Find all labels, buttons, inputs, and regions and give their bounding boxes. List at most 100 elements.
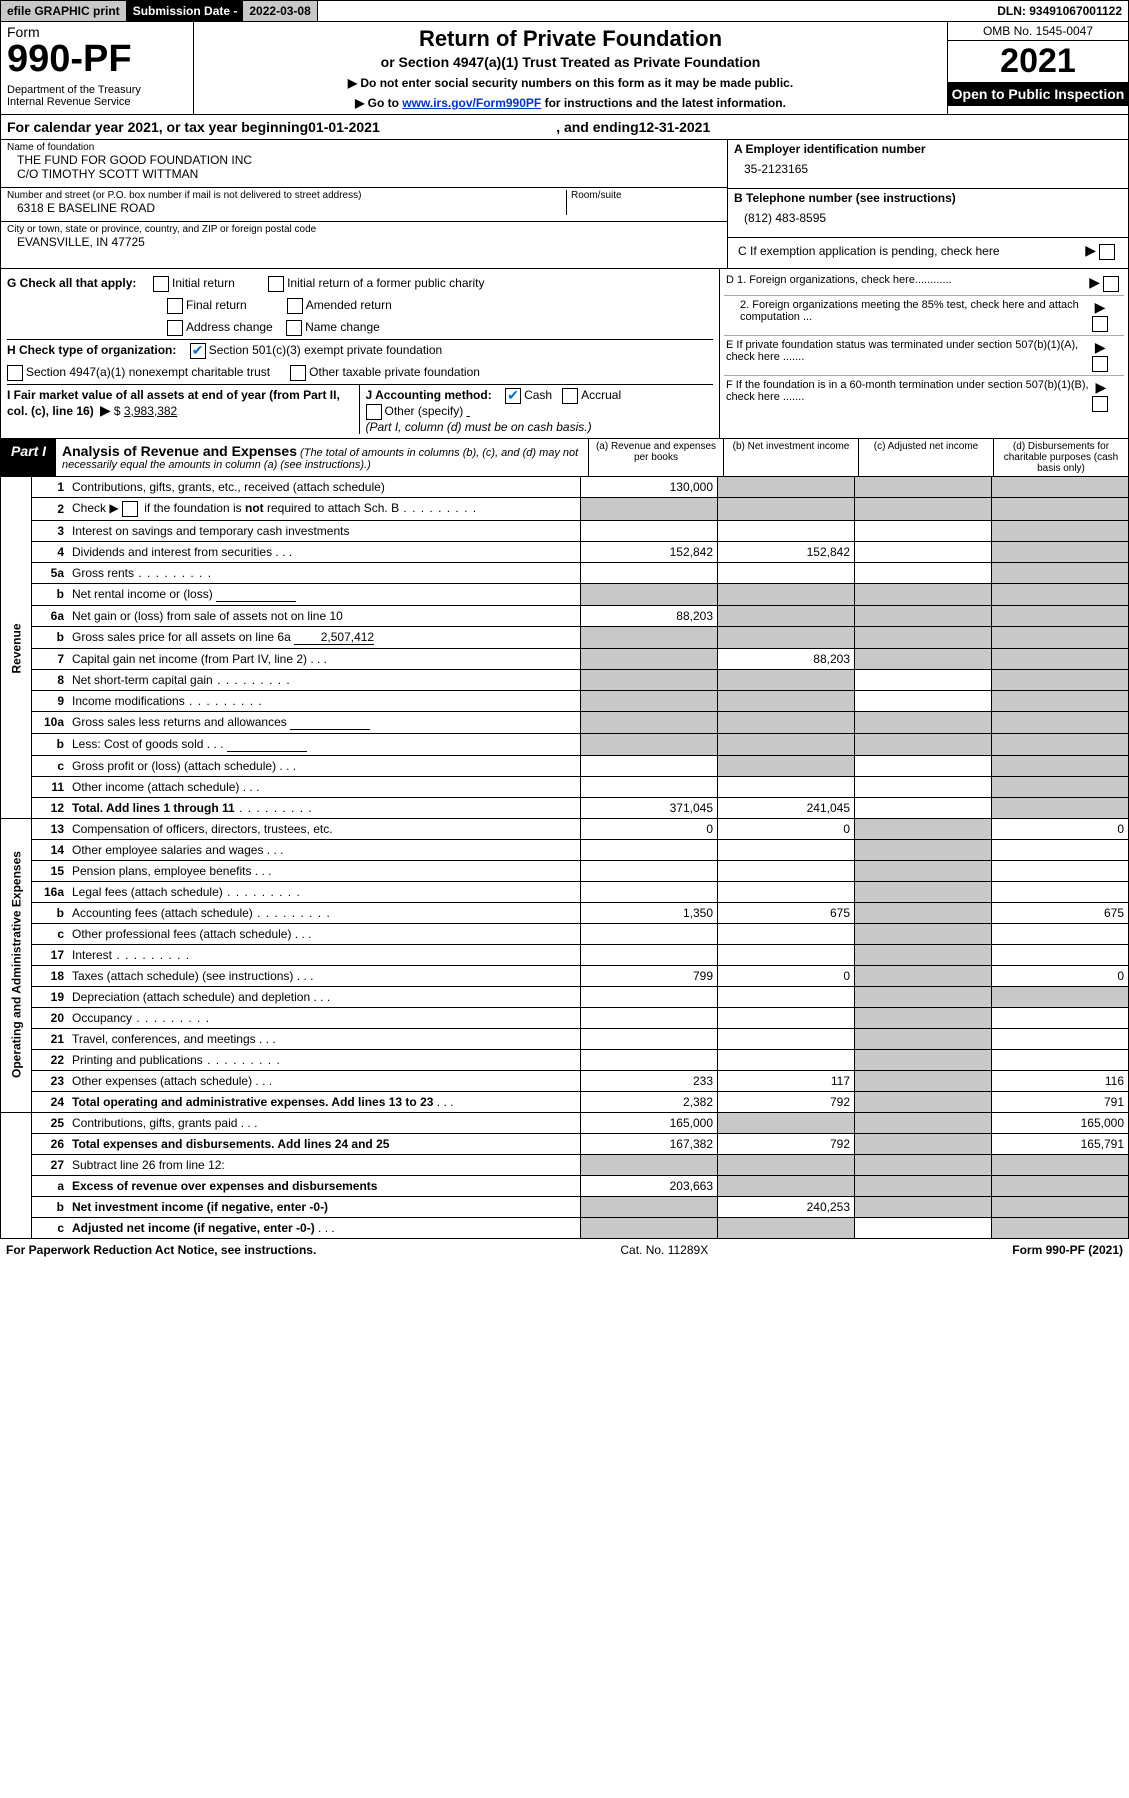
line-27a-desc: Excess of revenue over expenses and disb… (68, 1175, 581, 1196)
line-23-d: 116 (992, 1070, 1129, 1091)
instr-2-pre: ▶ Go to (355, 96, 402, 110)
line-19-desc: Depreciation (attach schedule) and deple… (68, 986, 581, 1007)
identification-block: Name of foundation THE FUND FOR GOOD FOU… (0, 140, 1129, 269)
line-12-a: 371,045 (581, 797, 718, 818)
line-num: 19 (32, 986, 69, 1007)
name-change-checkbox[interactable] (286, 320, 302, 336)
s501-checkbox[interactable] (190, 343, 206, 359)
foundation-name-2: C/O TIMOTHY SCOTT WITTMAN (7, 167, 721, 181)
cal-mid: , and ending (556, 119, 638, 135)
line-6a-a: 88,203 (581, 605, 718, 626)
d2-row: 2. Foreign organizations meeting the 85%… (724, 296, 1124, 336)
name-cell: Name of foundation THE FUND FOR GOOD FOU… (1, 140, 727, 188)
other-taxable-label: Other taxable private foundation (309, 365, 480, 379)
revenue-side-label: Revenue (1, 477, 32, 819)
e-checkbox[interactable] (1092, 356, 1108, 372)
form-subtitle: or Section 4947(a)(1) Trust Treated as P… (200, 54, 941, 70)
line-24-desc: Total operating and administrative expen… (68, 1091, 581, 1112)
d2-checkbox[interactable] (1092, 316, 1108, 332)
pra-notice: For Paperwork Reduction Act Notice, see … (6, 1243, 316, 1257)
foundation-name-1: THE FUND FOR GOOD FOUNDATION INC (7, 153, 721, 167)
cash-checkbox[interactable] (505, 388, 521, 404)
ghij-block: G Check all that apply: Initial return I… (0, 269, 1129, 439)
col-b-header: (b) Net investment income (723, 439, 858, 476)
arrow-icon: ▶ (100, 402, 111, 418)
table-row: 7 Capital gain net income (from Part IV,… (1, 648, 1129, 669)
amended-return-checkbox[interactable] (287, 298, 303, 314)
line-5a-desc: Gross rents (68, 562, 581, 583)
instructions-link[interactable]: www.irs.gov/Form990PF (402, 96, 541, 110)
c-checkbox[interactable] (1099, 244, 1115, 260)
line-num: 1 (32, 477, 69, 498)
phone-cell: B Telephone number (see instructions) (8… (728, 189, 1128, 238)
line-26-b: 792 (718, 1133, 855, 1154)
sch-b-checkbox[interactable] (122, 501, 138, 517)
table-row: 19 Depreciation (attach schedule) and de… (1, 986, 1129, 1007)
room-label: Room/suite (571, 190, 721, 201)
line-26-d: 165,791 (992, 1133, 1129, 1154)
table-row: Revenue 1 Contributions, gifts, grants, … (1, 477, 1129, 498)
table-row: 16a Legal fees (attach schedule) (1, 881, 1129, 902)
line-num: 14 (32, 839, 69, 860)
line-25-d: 165,000 (992, 1112, 1129, 1133)
address-change-label: Address change (186, 320, 273, 334)
h-row-2: Section 4947(a)(1) nonexempt charitable … (7, 362, 713, 385)
line-18-a: 799 (581, 965, 718, 986)
form-number-block: Form 990-PF Department of the Treasury I… (1, 22, 194, 114)
e-row: E If private foundation status was termi… (724, 336, 1124, 376)
e-label: E If private foundation status was termi… (726, 339, 1092, 372)
s4947-label: Section 4947(a)(1) nonexempt charitable … (26, 365, 270, 379)
ein-value: 35-2123165 (734, 156, 1122, 182)
table-row: c Other professional fees (attach schedu… (1, 923, 1129, 944)
line-num: 3 (32, 520, 69, 541)
line-num: c (32, 923, 69, 944)
line-num: 26 (32, 1133, 69, 1154)
accrual-checkbox[interactable] (562, 388, 578, 404)
dln-value: DLN: 93491067001122 (991, 1, 1128, 21)
efile-print-button[interactable]: efile GRAPHIC print (1, 1, 127, 21)
line-num: b (32, 583, 69, 605)
line-10b-desc: Less: Cost of goods sold (68, 733, 581, 755)
line-11-desc: Other income (attach schedule) (68, 776, 581, 797)
line-4-desc: Dividends and interest from securities (68, 541, 581, 562)
final-return-checkbox[interactable] (167, 298, 183, 314)
address-change-checkbox[interactable] (167, 320, 183, 336)
d1-row: D 1. Foreign organizations, check here..… (724, 271, 1124, 296)
table-row: 25 Contributions, gifts, grants paid 165… (1, 1112, 1129, 1133)
part1-title: Analysis of Revenue and Expenses (62, 443, 297, 459)
line-6a-desc: Net gain or (loss) from sale of assets n… (68, 605, 581, 626)
table-row: b Net rental income or (loss) (1, 583, 1129, 605)
other-taxable-checkbox[interactable] (290, 365, 306, 381)
line-13-b: 0 (718, 818, 855, 839)
initial-return-checkbox[interactable] (153, 276, 169, 292)
table-row: 6a Net gain or (loss) from sale of asset… (1, 605, 1129, 626)
table-row: 12 Total. Add lines 1 through 11 371,045… (1, 797, 1129, 818)
line-20-desc: Occupancy (68, 1007, 581, 1028)
line-25-desc: Contributions, gifts, grants paid (68, 1112, 581, 1133)
line-num: 11 (32, 776, 69, 797)
line-13-d: 0 (992, 818, 1129, 839)
line-num: b (32, 1196, 69, 1217)
line-24-a: 2,382 (581, 1091, 718, 1112)
table-row: 8 Net short-term capital gain (1, 669, 1129, 690)
line-26-desc: Total expenses and disbursements. Add li… (68, 1133, 581, 1154)
f-checkbox[interactable] (1092, 396, 1108, 412)
arrow-icon: ▶ (1089, 274, 1100, 290)
instr-1: ▶ Do not enter social security numbers o… (200, 76, 941, 90)
line-num: 15 (32, 860, 69, 881)
line-4-a: 152,842 (581, 541, 718, 562)
line-10c-desc: Gross profit or (loss) (attach schedule) (68, 755, 581, 776)
initial-former-checkbox[interactable] (268, 276, 284, 292)
line-num: 5a (32, 562, 69, 583)
table-row: 21 Travel, conferences, and meetings (1, 1028, 1129, 1049)
i-value: 3,983,382 (124, 404, 177, 418)
table-row: a Excess of revenue over expenses and di… (1, 1175, 1129, 1196)
line-16b-d: 675 (992, 902, 1129, 923)
s4947-checkbox[interactable] (7, 365, 23, 381)
submission-date-label: Submission Date - (127, 1, 244, 21)
line-num: 25 (32, 1112, 69, 1133)
other-method-checkbox[interactable] (366, 404, 382, 420)
d1-checkbox[interactable] (1103, 276, 1119, 292)
line-num: 10a (32, 711, 69, 733)
phone-label: B Telephone number (see instructions) (734, 191, 956, 205)
